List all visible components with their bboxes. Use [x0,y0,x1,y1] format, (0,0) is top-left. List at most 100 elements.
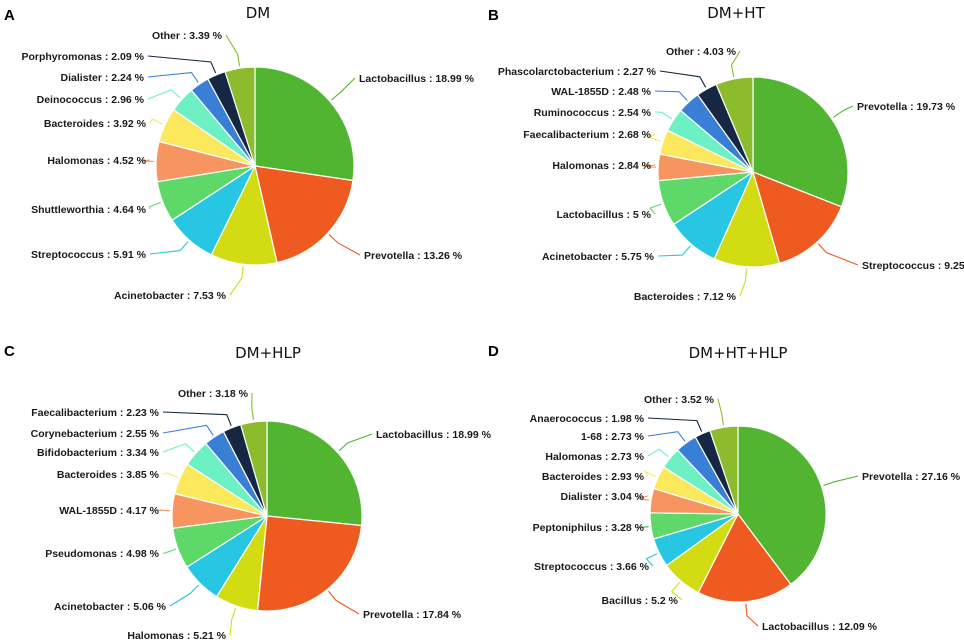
pie-slice-dm-hlp-corynebacterium-leader [162,424,214,436]
pie-label-dm-ht-hlp-bacillus: Bacillus : 5.2 % [602,595,679,607]
pie-label-dm-ht-acinetobacter: Acinetobacter : 5.75 % [542,251,655,263]
pie-slice-dm-hlp-lactobacillus-leader [338,433,373,452]
pie-label-dm-hlp-faecalibacterium: Faecalibacterium : 2.23 % [31,407,159,419]
pie-label-dm-halomonas: Halomonas : 4.52 % [47,155,146,167]
pie-label-dm-ht-prevotella: Prevotella : 19.73 % [857,101,956,113]
pie-slice-dm-ht-hlp-lactobacillus [697,512,792,603]
pie-label-dm-acinetobacter: Acinetobacter : 7.53 % [114,290,227,302]
pie-slice-dm-ht-hlp-dialister-leader [637,495,650,501]
pie-slice-dm-ht-streptococcus-leader [817,243,859,266]
pie-slice-dm-prevotella [254,165,354,264]
pie-label-dm-hlp-other: Other : 3.18 % [178,388,249,400]
pie-label-dm-other: Other : 3.39 % [152,30,223,42]
pie-slice-dm-ht-phascolarctobacterium-leader [659,70,707,88]
pie-slice-dm-hlp-halomonas-leader [229,607,237,636]
pie-slice-dm-ht-hlp-bacteroides-leader [643,470,657,478]
pie-label-dm-ht-phascolarctobacterium: Phascolarctobacterium : 2.27 % [498,66,657,78]
pie-label-dm-ht-hlp-lactobacillus: Lactobacillus : 12.09 % [762,621,878,633]
pie-dm: Lactobacillus : 18.99 % Prevotella : 13.2… [21,30,474,302]
pie-label-dm-bacteroides: Bacteroides : 3.92 % [44,118,147,130]
pie-slice-dm-other [224,66,256,167]
pie-slice-dm-ht-acinetobacter-leader [657,245,691,257]
pie-label-dm-ht-hlp-anaerococcus: Anaerococcus : 1.98 % [530,413,645,425]
pie-slice-dm-hlp-pseudomonas-leader [162,548,176,554]
pie-label-dm-ht-hlp-1-68: 1-68 : 2.73 % [581,431,645,443]
pie-label-dm-deinococcus: Deinococcus : 2.96 % [37,94,145,106]
pie-slice-dm-hlp-prevotella [256,515,363,612]
pie-slice-dm-ht-wal-1855d-leader [654,90,688,101]
pie-dm-ht-hlp: Prevotella : 27.16 % Lactobacillus : 12.0… [530,394,961,633]
panel-letter-a: A [4,7,15,24]
pie-slice-dm-ht-hlp-streptococcus-leader [645,553,658,567]
pie-slice-dm-ht-hlp-1-68-leader [647,431,686,442]
pie-slice-dm-hlp-acinetobacter-leader [169,584,200,607]
pie-label-dm-ht-halomonas: Halomonas : 2.84 % [552,160,651,172]
pie-slice-dm-hlp-wal-1855d-leader [158,509,171,512]
pie-title-dm-hlp: DM+HLP [235,344,301,362]
pie-slice-dm-prevotella-leader [328,234,361,256]
pie-label-dm-hlp-corynebacterium: Corynebacterium : 2.55 % [31,428,160,440]
pies-layer: Lactobacillus : 18.99 % Prevotella : 13.2… [21,30,964,642]
pie-slice-dm-dialister-leader [147,72,199,83]
pie-title-dm: DM [246,4,271,22]
pie-slice-dm-hlp-other-leader [251,392,255,420]
pie-slice-dm-ht-hlp-other-leader [717,398,725,426]
pie-slice-dm-hlp-other [240,420,268,517]
pie-label-dm-ht-bacteroides: Bacteroides : 7.12 % [634,291,737,303]
pie-label-dm-ht-hlp-halomonas: Halomonas : 2.73 % [545,451,644,463]
pie-slice-dm-ht-hlp-peptoniphilus-leader [636,525,649,529]
pie-label-dm-ht-ruminococcus: Ruminococcus : 2.54 % [534,107,652,119]
pie-slice-dm-hlp-bifidobacterium-leader [162,443,195,453]
pie-label-dm-lactobacillus: Lactobacillus : 18.99 % [359,73,475,85]
pie-slice-dm-hlp-faecalibacterium-leader [162,411,232,427]
pie-label-dm-dialister: Dialister : 2.24 % [61,72,145,84]
panel-letter-c: C [4,343,15,360]
pie-label-dm-hlp-prevotella: Prevotella : 17.84 % [363,609,462,621]
pie-slice-dm-deinococcus-leader [147,89,181,100]
pie-dm-hlp: Lactobacillus : 18.99 % Prevotella : 17.8… [31,388,492,642]
pie-slice-dm-ht-prevotella-leader [832,105,854,118]
pie-label-dm-shuttleworthia: Shuttleworthia : 4.64 % [31,204,147,216]
pie-label-dm-prevotella: Prevotella : 13.26 % [364,250,463,262]
pie-label-dm-hlp-halomonas: Halomonas : 5.21 % [127,630,226,642]
pie-slice-dm-shuttleworthia-leader [148,201,161,210]
pie-label-dm-streptococcus: Streptococcus : 5.91 % [31,249,147,261]
pie-label-dm-ht-hlp-prevotella: Prevotella : 27.16 % [862,471,961,483]
pie-title-dm-ht-hlp: DM+HT+HLP [689,344,788,362]
pie-slice-dm-ht-hlp-bacillus-leader [670,582,683,601]
pie-slice-dm-lactobacillus [254,66,355,182]
pie-label-dm-ht-streptococcus: Streptococcus : 9.25 % [862,260,964,272]
pie-slice-dm-ht-hlp-anaerococcus-leader [647,417,703,432]
pie-label-dm-hlp-pseudomonas: Pseudomonas : 4.98 % [45,548,159,560]
pie-slice-dm-ht-hlp-prevotella-leader [823,475,859,487]
pie-label-dm-ht-other: Other : 4.03 % [666,46,737,58]
pie-slice-dm-other-leader [225,34,241,67]
pie-slice-dm-bacteroides-leader [149,118,164,125]
pie-label-dm-hlp-acinetobacter: Acinetobacter : 5.06 % [54,601,167,613]
pie-slice-dm-halomonas-leader [142,159,155,162]
pie-slice-dm-porphyromonas-leader [147,55,217,74]
pie-slice-dm-ht-faecalibacterium-leader [648,133,662,142]
pie-slice-dm-acinetobacter-leader [229,266,244,296]
pie-slice-dm-ht-ruminococcus-leader [654,111,673,120]
panel-letter-b: B [488,7,499,24]
pie-slice-dm-ht-streptococcus [752,170,843,264]
pie-slice-dm-ht-other-leader [730,50,741,78]
pie-label-dm-ht-hlp-dialister: Dialister : 3.04 % [561,491,645,503]
panel-letter-d: D [488,343,499,360]
pie-slice-dm-ht-lactobacillus-leader [649,203,662,215]
pie-slice-dm-ht-hlp-other [709,425,739,515]
pie-label-dm-ht-lactobacillus: Lactobacillus : 5 % [556,209,651,221]
pie-label-dm-hlp-bacteroides: Bacteroides : 3.85 % [57,469,160,481]
pie-label-dm-ht-hlp-other: Other : 3.52 % [644,394,715,406]
pie-label-dm-hlp-wal-1855d: WAL-1855D : 4.17 % [59,505,159,517]
pie-title-dm-ht: DM+HT [707,4,765,22]
pie-slice-dm-ht-hlp-lactobacillus-leader [745,603,759,627]
pie-slice-dm-lactobacillus-leader [331,77,356,101]
pie-slice-dm-hlp-prevotella-leader [327,590,360,615]
pie-label-dm-ht-wal-1855d: WAL-1855D : 2.48 % [551,86,651,98]
pie-slice-dm-ht-halomonas-leader [644,164,657,168]
pie-label-dm-ht-hlp-peptoniphilus: Peptoniphilus : 3.28 % [533,522,645,534]
pie-slice-dm-ht-bacteroides [713,170,781,268]
